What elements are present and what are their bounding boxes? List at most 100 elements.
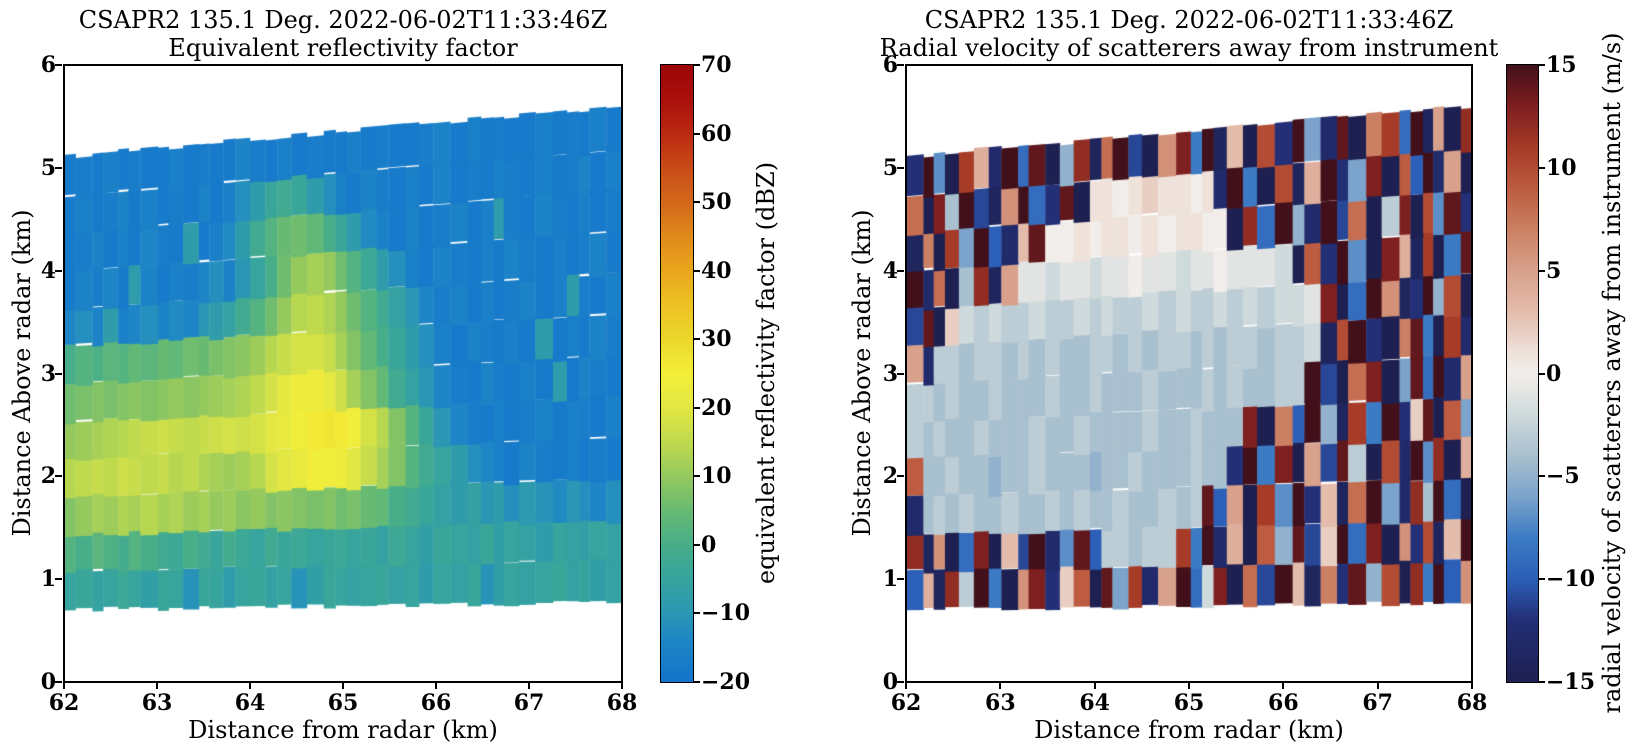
right-colorbar-label: radial velocity of scatterers away from … (1598, 32, 1626, 714)
x-tick-label: 67 (513, 690, 545, 716)
colorbar-tick-mark (693, 338, 700, 341)
colorbar-tick-mark (693, 132, 700, 135)
x-tick-label: 64 (234, 690, 266, 716)
y-tick-mark (55, 475, 62, 478)
x-tick-mark (63, 682, 65, 689)
x-tick-label: 63 (985, 690, 1016, 716)
y-tick-mark (55, 269, 62, 272)
left-colorbar-label: equivalent reflectivity factor (dBZ) (752, 161, 780, 585)
y-tick-label: 0 (40, 669, 56, 695)
colorbar-tick-label: 20 (701, 394, 732, 421)
x-tick-mark (621, 682, 623, 689)
colorbar-tick-mark (693, 612, 700, 615)
x-tick-mark (342, 682, 344, 689)
y-tick-label: 6 (40, 52, 56, 78)
x-tick-label: 67 (1362, 690, 1393, 716)
colorbar-tick-mark (693, 475, 700, 478)
y-tick-mark (55, 166, 62, 169)
colorbar-tick-label: 10 (1546, 154, 1577, 181)
colorbar-tick-label: 0 (701, 531, 717, 558)
x-tick-label: 64 (1079, 690, 1110, 716)
colorbar-tick-mark (693, 543, 700, 546)
colorbar-tick-label: −10 (701, 600, 751, 627)
right-xaxis-label: Distance from radar (km) (1034, 716, 1344, 744)
y-tick-label: 2 (882, 463, 898, 490)
left-xaxis-label: Distance from radar (km) (188, 716, 498, 744)
colorbar-tick-label: 60 (701, 120, 732, 147)
colorbar-tick-label: −10 (1546, 566, 1596, 593)
colorbar-tick-mark (1538, 166, 1545, 169)
left-title-line2: Equivalent reflectivity factor (168, 34, 518, 62)
colorbar-tick-label: 0 (1546, 360, 1562, 387)
reflectivity-heatmap (64, 65, 622, 682)
colorbar-tick-mark (1538, 64, 1545, 66)
y-tick-mark (897, 269, 904, 272)
colorbar-tick-label: 10 (701, 463, 732, 490)
x-tick-mark (1471, 682, 1473, 689)
y-tick-label: 1 (40, 566, 56, 593)
colorbar-tick-mark (693, 269, 700, 272)
y-tick-label: 1 (882, 566, 898, 593)
x-tick-label: 68 (1456, 690, 1488, 716)
colorbar-tick-label: 50 (701, 189, 732, 216)
x-tick-label: 65 (327, 690, 359, 716)
y-tick-label: 3 (882, 360, 898, 387)
x-tick-mark (1376, 682, 1379, 689)
y-tick-label: 6 (882, 52, 898, 78)
y-tick-label: 2 (40, 463, 56, 490)
x-tick-label: 65 (1173, 690, 1205, 716)
colorbar-tick-mark (693, 406, 700, 409)
velocity-heatmap (906, 65, 1472, 682)
y-tick-mark (897, 681, 904, 683)
colorbar-tick-mark (1538, 681, 1545, 683)
x-tick-mark (999, 682, 1002, 689)
colorbar-tick-label: 5 (1546, 257, 1562, 284)
y-tick-label: 4 (882, 257, 898, 284)
y-tick-mark (55, 681, 62, 683)
colorbar-tick-label: 40 (701, 257, 732, 284)
y-tick-mark (897, 166, 904, 169)
left-title-line1: CSAPR2 135.1 Deg. 2022-06-02T11:33:46Z (78, 6, 608, 34)
right-title-line2: Radial velocity of scatterers away from … (879, 34, 1499, 62)
colorbar-tick-mark (693, 201, 700, 204)
x-tick-label: 62 (48, 690, 80, 716)
colorbar-tick-mark (1538, 372, 1545, 375)
x-tick-mark (905, 682, 907, 689)
colorbar-tick-label: −15 (1546, 669, 1596, 695)
colorbar-tick-mark (693, 64, 700, 66)
y-tick-label: 4 (40, 257, 56, 284)
colorbar-tick-mark (1538, 578, 1545, 581)
y-tick-mark (897, 475, 904, 478)
x-tick-mark (528, 682, 530, 689)
colorbar-tick-label: 15 (1546, 52, 1577, 78)
x-tick-mark (1188, 682, 1190, 689)
colorbar-tick-mark (1538, 269, 1545, 272)
right-title-line1: CSAPR2 135.1 Deg. 2022-06-02T11:33:46Z (924, 6, 1454, 34)
y-tick-mark (55, 578, 62, 581)
x-tick-label: 63 (141, 690, 173, 716)
y-tick-label: 0 (882, 669, 898, 695)
reflectivity-colorbar (661, 65, 693, 682)
colorbar-tick-mark (1538, 475, 1545, 478)
x-tick-mark (435, 682, 437, 689)
x-tick-mark (156, 682, 158, 689)
colorbar-tick-label: 70 (701, 52, 732, 78)
y-tick-label: 5 (882, 154, 898, 181)
x-tick-label: 66 (420, 690, 452, 716)
y-tick-mark (55, 372, 62, 375)
x-tick-label: 66 (1268, 690, 1299, 716)
colorbar-tick-label: −20 (701, 669, 751, 695)
y-tick-label: 5 (40, 154, 56, 181)
velocity-colorbar (1507, 65, 1538, 682)
x-tick-label: 62 (890, 690, 922, 716)
x-tick-mark (249, 682, 251, 689)
x-tick-mark (1093, 682, 1096, 689)
colorbar-tick-mark (693, 681, 700, 683)
y-tick-label: 3 (40, 360, 56, 387)
y-tick-mark (897, 64, 904, 66)
x-tick-label: 68 (606, 690, 638, 716)
x-tick-mark (1282, 682, 1285, 689)
colorbar-tick-label: 30 (701, 326, 732, 353)
y-tick-mark (897, 372, 904, 375)
